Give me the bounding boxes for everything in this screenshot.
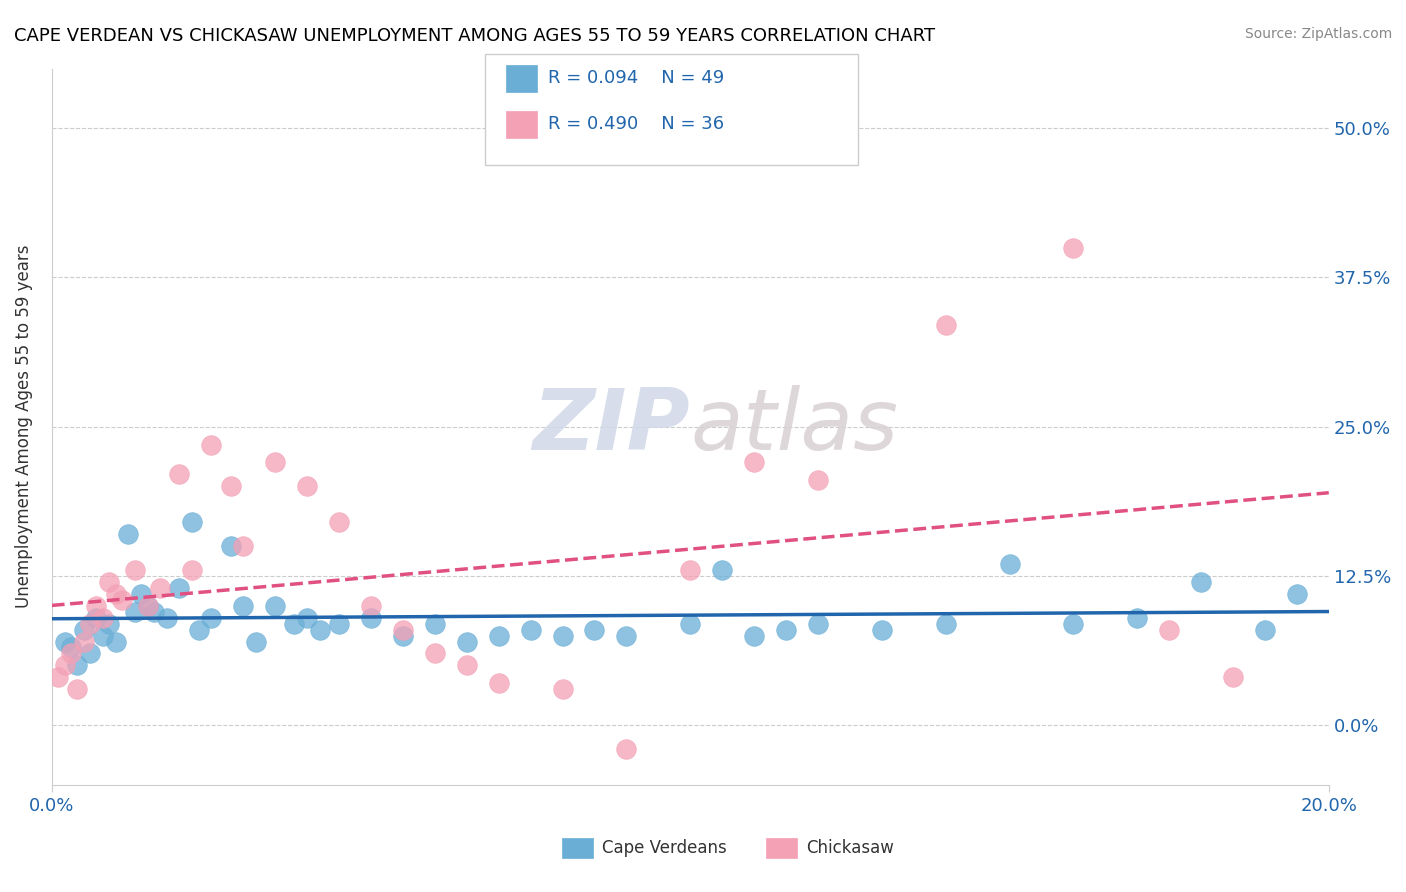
- Point: [1285, 587, 1308, 601]
- Point: [360, 599, 382, 613]
- Point: [551, 682, 574, 697]
- Point: [295, 479, 318, 493]
- Point: [232, 599, 254, 613]
- Point: [488, 628, 510, 642]
- Point: [360, 610, 382, 624]
- Point: [86, 599, 108, 613]
- Point: [328, 515, 350, 529]
- Point: [200, 610, 222, 624]
- Point: [98, 574, 121, 589]
- Point: [232, 539, 254, 553]
- Point: [149, 581, 172, 595]
- Point: [104, 634, 127, 648]
- Point: [73, 623, 96, 637]
- Text: Source: ZipAtlas.com: Source: ZipAtlas.com: [1244, 27, 1392, 41]
- Text: R = 0.094    N = 49: R = 0.094 N = 49: [548, 69, 724, 87]
- Point: [870, 623, 893, 637]
- Point: [392, 628, 415, 642]
- Text: Cape Verdeans: Cape Verdeans: [602, 839, 727, 857]
- Point: [1222, 670, 1244, 684]
- Point: [264, 599, 287, 613]
- Point: [46, 670, 69, 684]
- Point: [53, 634, 76, 648]
- Point: [807, 616, 830, 631]
- Text: Chickasaw: Chickasaw: [806, 839, 894, 857]
- Point: [79, 616, 101, 631]
- Point: [1062, 241, 1084, 255]
- Point: [1159, 623, 1181, 637]
- Point: [169, 581, 191, 595]
- Point: [111, 592, 134, 607]
- Point: [79, 647, 101, 661]
- Text: R = 0.490    N = 36: R = 0.490 N = 36: [548, 115, 724, 133]
- Point: [98, 616, 121, 631]
- Point: [181, 515, 204, 529]
- Point: [124, 563, 146, 577]
- Point: [156, 610, 179, 624]
- Point: [117, 527, 139, 541]
- Text: CAPE VERDEAN VS CHICKASAW UNEMPLOYMENT AMONG AGES 55 TO 59 YEARS CORRELATION CHA: CAPE VERDEAN VS CHICKASAW UNEMPLOYMENT A…: [14, 27, 935, 45]
- Point: [91, 628, 114, 642]
- Point: [86, 610, 108, 624]
- Point: [616, 628, 638, 642]
- Point: [935, 616, 957, 631]
- Point: [711, 563, 734, 577]
- Point: [219, 539, 242, 553]
- Point: [136, 599, 159, 613]
- Point: [423, 647, 446, 661]
- Point: [423, 616, 446, 631]
- Point: [1189, 574, 1212, 589]
- Point: [775, 623, 797, 637]
- Point: [181, 563, 204, 577]
- Point: [187, 623, 209, 637]
- Point: [73, 634, 96, 648]
- Point: [519, 623, 541, 637]
- Point: [309, 623, 332, 637]
- Point: [169, 467, 191, 482]
- Point: [129, 587, 152, 601]
- Point: [124, 605, 146, 619]
- Point: [456, 658, 478, 673]
- Point: [807, 474, 830, 488]
- Point: [1254, 623, 1277, 637]
- Point: [488, 676, 510, 690]
- Point: [1126, 610, 1149, 624]
- Point: [295, 610, 318, 624]
- Point: [283, 616, 305, 631]
- Point: [998, 557, 1021, 571]
- Point: [616, 742, 638, 756]
- Point: [264, 455, 287, 469]
- Point: [742, 628, 765, 642]
- Point: [53, 658, 76, 673]
- Point: [679, 563, 702, 577]
- Point: [142, 605, 165, 619]
- Point: [59, 647, 82, 661]
- Point: [679, 616, 702, 631]
- Point: [935, 318, 957, 333]
- Point: [1062, 616, 1084, 631]
- Point: [742, 455, 765, 469]
- Point: [91, 610, 114, 624]
- Point: [66, 682, 89, 697]
- Point: [328, 616, 350, 631]
- Point: [583, 623, 606, 637]
- Point: [59, 640, 82, 655]
- Point: [219, 479, 242, 493]
- Point: [245, 634, 267, 648]
- Text: atlas: atlas: [690, 385, 898, 468]
- Text: ZIP: ZIP: [533, 385, 690, 468]
- Point: [136, 599, 159, 613]
- Point: [551, 628, 574, 642]
- Y-axis label: Unemployment Among Ages 55 to 59 years: Unemployment Among Ages 55 to 59 years: [15, 245, 32, 608]
- Point: [200, 437, 222, 451]
- Point: [392, 623, 415, 637]
- Point: [104, 587, 127, 601]
- Point: [66, 658, 89, 673]
- Point: [456, 634, 478, 648]
